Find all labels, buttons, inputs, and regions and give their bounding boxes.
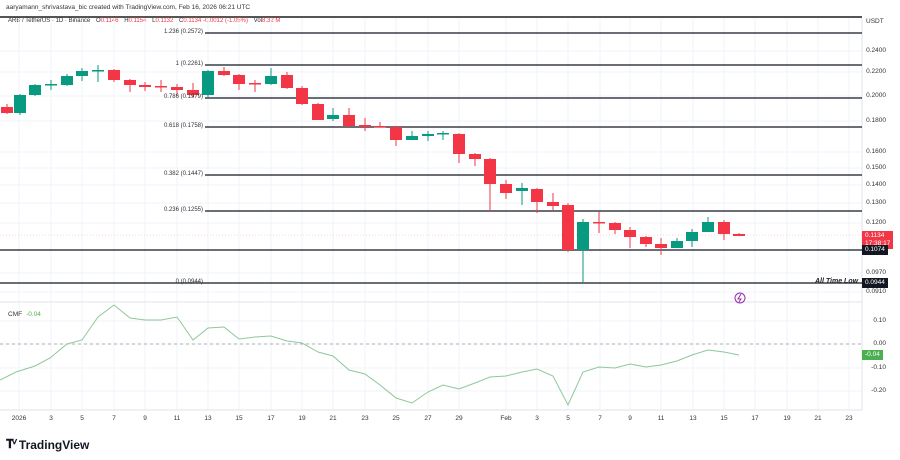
time-axis-tick: 7 <box>598 415 602 422</box>
price-axis-tick: 0.1300 <box>866 199 886 206</box>
time-axis-tick: 25 <box>392 415 400 422</box>
attribution-text: aaryamann_shrivastava_bic created with T… <box>6 4 251 11</box>
all-time-low-label: All Time Low <box>815 278 859 285</box>
time-axis-tick: 3 <box>535 415 539 422</box>
close-value: 0.1134 <box>183 18 202 24</box>
fib-level-label: 1 (0.2261) <box>175 61 203 67</box>
price-axis-tick: 0.0910 <box>866 288 886 295</box>
cmf-current-tag: -0.04 <box>862 350 883 360</box>
time-axis-tick: 5 <box>566 415 570 422</box>
price-axis-tick: 0.2000 <box>866 92 886 99</box>
cmf-axis-tick: 0.00 <box>873 340 886 347</box>
time-axis-tick: 29 <box>455 415 463 422</box>
time-axis-tick: 13 <box>689 415 697 422</box>
time-axis-tick: 21 <box>329 415 337 422</box>
time-axis-tick: 7 <box>112 415 116 422</box>
open-value: 0.1146 <box>100 18 119 24</box>
time-axis-tick: 17 <box>267 415 275 422</box>
time-axis-tick: 11 <box>657 415 665 422</box>
time-axis-tick: 13 <box>204 415 212 422</box>
price-axis-tick: 0.1500 <box>866 164 886 171</box>
fib-level-label: 0.618 (0.1758) <box>163 123 203 129</box>
fib-level-label: 0 (0.0944) <box>175 279 203 285</box>
time-axis-tick: Feb <box>500 415 512 422</box>
fib-level-label: 0.786 (0.1979) <box>163 94 203 100</box>
time-axis-tick: 11 <box>173 415 181 422</box>
current-price-tag: 0.1134 17:38:17 <box>862 231 894 249</box>
time-axis-tick: 9 <box>628 415 632 422</box>
price-axis-tick: 0.0970 <box>866 269 886 276</box>
fib-level-label: 0.382 (0.1447) <box>163 171 203 177</box>
symbol-label[interactable]: ARB / TetherUS · 1D · Binance <box>8 18 91 24</box>
time-axis-tick: 19 <box>783 415 791 422</box>
cmf-axis-tick: -0.20 <box>871 387 886 394</box>
fib-level-label: 0.236 (0.1255) <box>163 207 203 213</box>
price-axis-tick: 0.2200 <box>866 68 886 75</box>
time-axis-tick: 3 <box>49 415 53 422</box>
price-axis-tick: 0.1400 <box>866 181 886 188</box>
change-value: -0.0012 (-1.05%) <box>202 18 248 24</box>
high-value: 0.1154 <box>128 18 147 24</box>
low-value: 0.1132 <box>155 18 174 24</box>
time-axis-tick: 15 <box>235 415 243 422</box>
time-axis-tick: 17 <box>751 415 759 422</box>
tradingview-logo[interactable]: 𝐓ⱽ TradingView <box>6 437 90 452</box>
time-axis-tick: 21 <box>814 415 822 422</box>
support-price-tag: 0.1074 <box>862 245 888 255</box>
cmf-axis-tick: -0.10 <box>871 364 886 371</box>
time-axis-tick: 15 <box>720 415 728 422</box>
all-time-low-price-tag: 0.0944 <box>862 278 888 288</box>
time-axis-tick: 27 <box>424 415 432 422</box>
time-axis-tick: 2026 <box>11 415 27 422</box>
fib-level-label: 1.236 (0.2572) <box>163 29 203 35</box>
cmf-value: -0.04 <box>26 311 41 318</box>
price-axis-tick: 0.2400 <box>866 47 886 54</box>
currency-label: USDT <box>866 18 884 25</box>
cmf-axis-tick: 0.10 <box>873 317 886 324</box>
cmf-indicator-legend[interactable]: CMF -0.04 <box>8 311 41 318</box>
time-axis-tick: 23 <box>361 415 369 422</box>
time-axis-tick: 19 <box>298 415 306 422</box>
time-axis-tick: 5 <box>80 415 84 422</box>
top-divider <box>0 16 862 18</box>
price-axis-tick: 0.1200 <box>866 219 886 226</box>
time-axis-tick: 9 <box>143 415 147 422</box>
time-axis-tick: 23 <box>845 415 853 422</box>
price-axis-tick: 0.1800 <box>866 117 886 124</box>
price-axis-tick: 0.1600 <box>866 148 886 155</box>
cmf-label: CMF <box>8 311 23 318</box>
tradingview-logo-icon: 𝐓ⱽ <box>6 437 17 451</box>
